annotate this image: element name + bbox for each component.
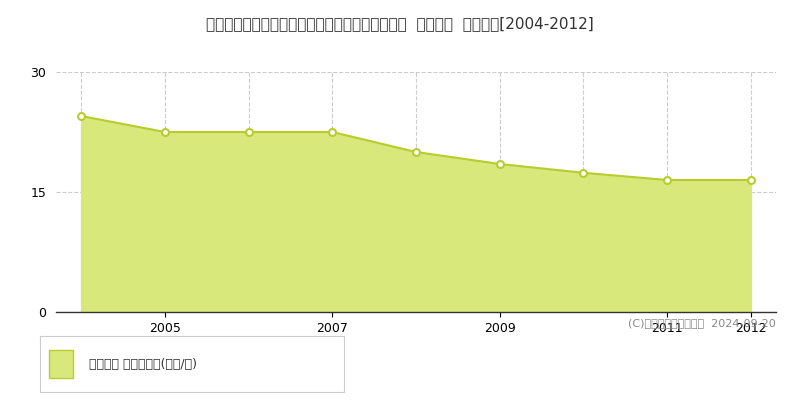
Text: 愛知県知多郡南知多町大字片名字新師崎１０番５  公示地価  地価推移[2004-2012]: 愛知県知多郡南知多町大字片名字新師崎１０番５ 公示地価 地価推移[2004-20… [206, 16, 594, 31]
Text: 公示地価 平均坪単価(万円/坪): 公示地価 平均坪単価(万円/坪) [89, 358, 197, 370]
FancyBboxPatch shape [49, 350, 74, 378]
Text: (C)土地価格ドットコム  2024-09-20: (C)土地価格ドットコム 2024-09-20 [628, 318, 776, 328]
